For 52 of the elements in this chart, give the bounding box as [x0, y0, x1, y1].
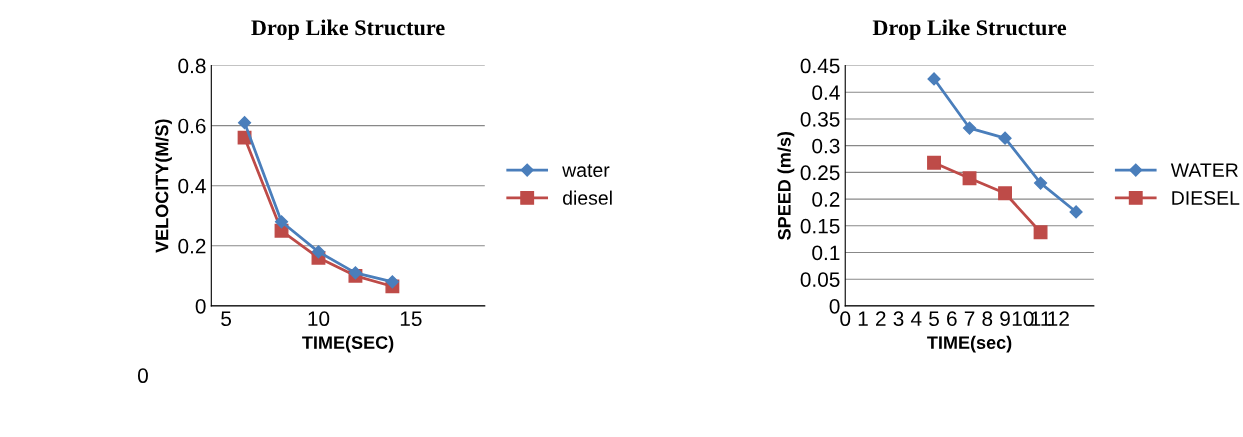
point [311, 245, 326, 259]
point [962, 121, 977, 135]
legend-label: WATER [1170, 163, 1238, 177]
y-tick-label: 0.1 [812, 245, 840, 261]
x-tick-label: 6 [947, 311, 957, 327]
y-tick-label: 0.6 [178, 118, 206, 134]
x-tick-label: 8 [982, 311, 993, 327]
x-tick-label: 15 [400, 311, 422, 327]
x-tick-label: 1 [858, 311, 868, 326]
legend-label: water [562, 164, 610, 178]
chart-title: Drop Like Structure [872, 19, 1067, 40]
x-axis-title: TIME(sec) [927, 335, 1012, 353]
x-tick-label: 5 [929, 311, 939, 327]
x-tick-label: 0 [840, 311, 851, 327]
y-tick-label: 0.2 [178, 238, 206, 254]
x-axis-title: TIME(SEC) [302, 335, 394, 353]
x-tick-label: 4 [910, 311, 922, 326]
point [1069, 205, 1083, 219]
text: 0 [137, 368, 148, 384]
x-tick-label: 3 [893, 311, 904, 327]
point [1033, 176, 1048, 190]
y-tick-label: 0.8 [178, 58, 206, 74]
x-tick-label: 7 [964, 311, 975, 326]
point [998, 131, 1012, 145]
y-tick-label: 0.15 [800, 218, 840, 234]
x-tick-label: 10 [308, 311, 330, 327]
point [385, 275, 399, 289]
point [274, 215, 289, 229]
y-axis-title: SPEED (m/s) [777, 131, 795, 240]
point [962, 171, 977, 186]
y-tick-label: 0.3 [812, 138, 840, 154]
x-tick-label: 5 [221, 311, 232, 327]
y-tick-label: 0 [829, 298, 840, 314]
x-tick-label: 2 [876, 311, 886, 326]
y-tick-label: 0.05 [800, 272, 840, 287]
point [927, 155, 941, 170]
y-tick-label: 0.45 [800, 58, 840, 74]
point [927, 72, 941, 86]
x-tick-label: 9 [1000, 311, 1010, 327]
point [998, 186, 1012, 201]
legend-label: diesel [563, 190, 612, 205]
y-tick-label: 0.4 [812, 85, 840, 101]
y-axis-title: VELOCITY(M/S) [155, 119, 172, 253]
y-tick-label: 0.35 [800, 111, 840, 127]
point [1033, 225, 1048, 240]
y-tick-label: 0 [195, 298, 206, 314]
chart-title: Drop Like Structure [251, 19, 445, 40]
point [237, 116, 252, 130]
legend-label: DIESEL [1172, 191, 1240, 205]
y-tick-label: 0.2 [812, 192, 840, 207]
y-tick-label: 0.4 [178, 178, 206, 194]
y-tick-label: 0.25 [800, 165, 840, 181]
